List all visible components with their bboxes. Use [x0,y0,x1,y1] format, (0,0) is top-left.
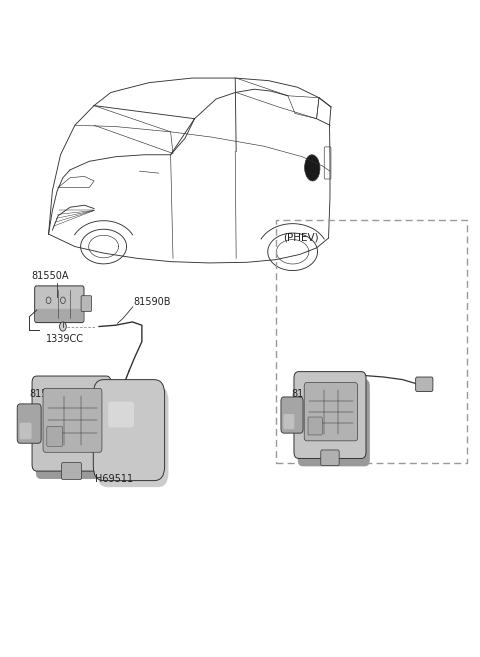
FancyBboxPatch shape [35,286,84,323]
FancyBboxPatch shape [294,372,366,459]
Text: 81541: 81541 [292,389,323,399]
FancyBboxPatch shape [321,450,339,466]
FancyBboxPatch shape [61,463,82,480]
FancyBboxPatch shape [35,309,84,322]
Text: H69511: H69511 [95,474,132,484]
FancyBboxPatch shape [81,296,92,311]
FancyBboxPatch shape [281,397,303,433]
FancyBboxPatch shape [43,388,102,452]
FancyBboxPatch shape [119,397,135,411]
FancyBboxPatch shape [97,386,168,487]
Text: 1339CC: 1339CC [46,334,84,344]
Bar [276,220,468,463]
FancyBboxPatch shape [304,382,358,441]
Text: (PHEV): (PHEV) [283,232,319,242]
FancyBboxPatch shape [47,426,62,446]
Text: 81541: 81541 [29,389,60,399]
FancyBboxPatch shape [308,417,322,435]
FancyBboxPatch shape [93,380,165,481]
Text: 81550A: 81550A [32,271,69,281]
Circle shape [60,322,66,331]
FancyBboxPatch shape [298,380,370,466]
FancyBboxPatch shape [416,377,433,392]
Ellipse shape [305,155,320,181]
FancyBboxPatch shape [20,422,32,440]
FancyBboxPatch shape [17,404,41,443]
FancyBboxPatch shape [36,384,115,479]
FancyBboxPatch shape [108,401,134,428]
FancyBboxPatch shape [283,414,294,429]
FancyBboxPatch shape [32,376,111,471]
Text: 81590B: 81590B [134,297,171,307]
